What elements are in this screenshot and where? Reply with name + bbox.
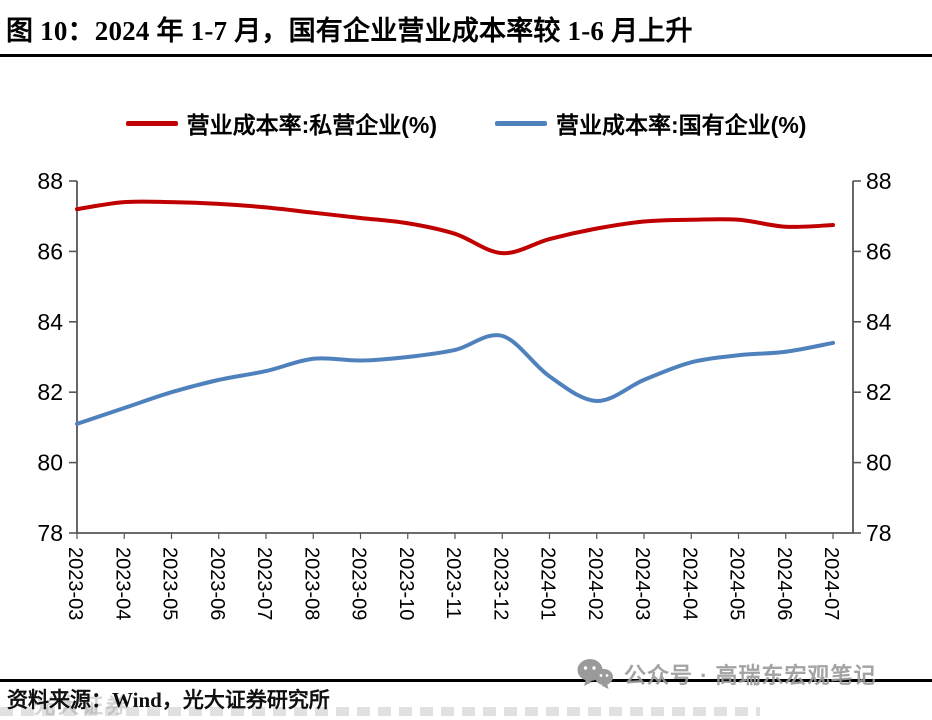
x-tick-label: 2024-05 [726, 547, 748, 620]
y-tick-label-left: 84 [37, 309, 63, 335]
footer-divider [0, 679, 932, 682]
x-tick-label: 2023-09 [348, 547, 370, 620]
y-tick-label-left: 78 [37, 520, 63, 546]
y-tick-label-left: 88 [37, 168, 63, 194]
legend-line-blue-swatch [495, 120, 547, 126]
y-tick-label-right: 86 [866, 238, 892, 264]
legend-label-private: 营业成本率:私营企业(%) [186, 112, 437, 138]
background-watermark: 光大证券 [34, 695, 130, 718]
chart-legend: 营业成本率:私营企业(%) 营业成本率:国有企业(%) [0, 107, 932, 139]
wechat-icon [577, 659, 613, 689]
y-tick-label-left: 86 [37, 238, 63, 264]
x-tick-label: 2024-04 [678, 547, 700, 620]
title-divider [0, 54, 932, 57]
legend-item-private: 营业成本率:私营企业(%) [125, 107, 437, 139]
cost-ratio-line-chart: 78 78 80 80 82 82 84 84 86 86 88 88 2023-03 2023-04 20… [37, 168, 892, 620]
y-tick-label-left: 80 [37, 450, 63, 476]
x-tick-label: 2023-08 [300, 547, 322, 620]
y-tick-label-right: 82 [866, 379, 892, 405]
x-tick-label: 2024-07 [820, 547, 842, 620]
x-tick-label: 2024-06 [773, 547, 795, 620]
social-watermark-text: 公众号 · 高瑞东宏观笔记 [624, 663, 877, 688]
social-watermark: 公众号 · 高瑞东宏观笔记 [576, 657, 877, 691]
x-tick-label: 2024-03 [631, 547, 653, 620]
y-tick-label-right: 78 [866, 520, 892, 546]
x-tick-label: 2023-05 [159, 547, 181, 620]
legend-item-state: 营业成本率:国有企业(%) [495, 107, 806, 139]
x-tick-label: 2023-04 [111, 547, 133, 620]
x-tick-label: 2024-02 [584, 547, 606, 620]
series-line-private [75, 199, 835, 256]
data-source-note: 资料来源：Wind，光大证券研究所 [7, 688, 330, 712]
legend-line-red-swatch [125, 120, 178, 126]
x-tick-label: 2023-12 [489, 547, 511, 620]
y-tick-label-left: 82 [37, 379, 63, 405]
x-tick-label: 2023-10 [395, 547, 417, 620]
legend-label-state: 营业成本率:国有企业(%) [556, 112, 807, 138]
y-tick-label-right: 88 [866, 168, 892, 194]
y-tick-label-right: 80 [866, 450, 892, 476]
x-tick-label: 2023-07 [253, 547, 275, 620]
x-tick-label: 2023-11 [442, 547, 464, 619]
cropped-bottom-watermark [0, 707, 760, 716]
y-tick-label-right: 84 [866, 309, 892, 335]
series-line-state [75, 333, 835, 426]
figure-title: 图 10：2024 年 1-7 月，国有企业营业成本率较 1-6 月上升 [6, 16, 693, 46]
x-tick-label: 2023-06 [206, 547, 228, 620]
x-tick-label: 2023-03 [64, 547, 86, 620]
x-tick-label: 2024-01 [537, 547, 559, 620]
